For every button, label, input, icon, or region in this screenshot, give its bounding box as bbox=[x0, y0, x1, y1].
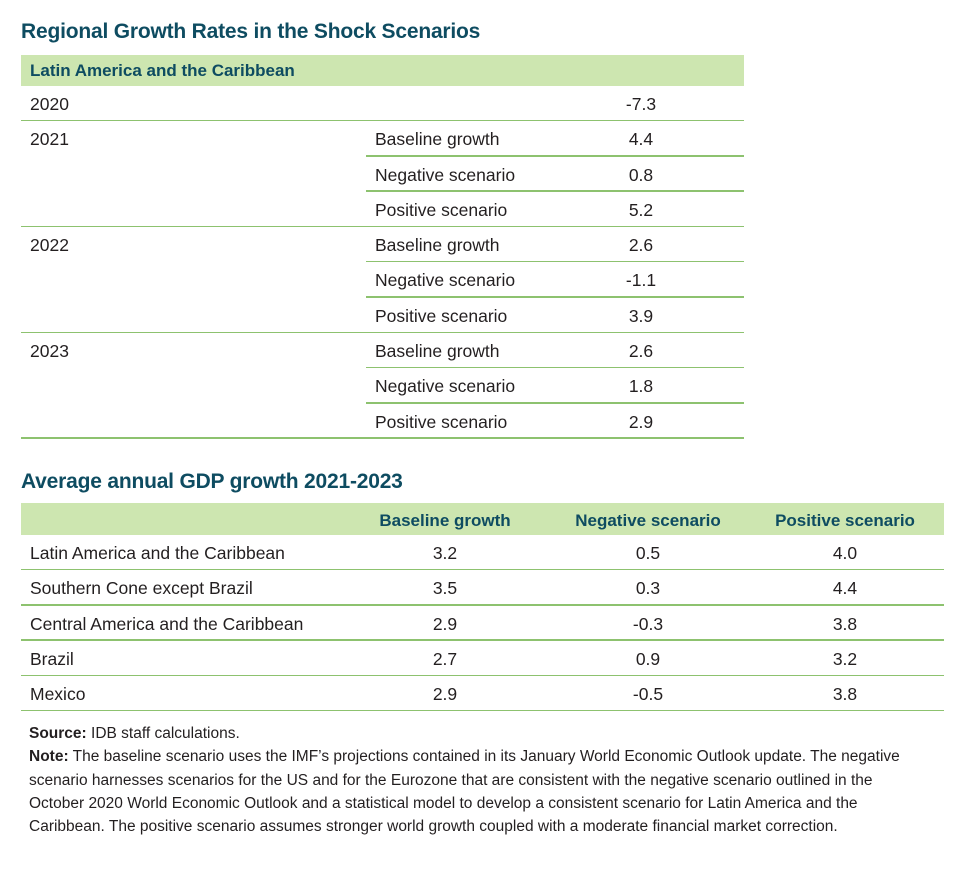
row-divider bbox=[21, 568, 944, 571]
value-cell: 1.8 bbox=[628, 376, 654, 397]
value-cell: 2.6 bbox=[628, 341, 654, 362]
baseline-cell: 2.9 bbox=[432, 684, 458, 705]
region-name-cell: Central America and the Caribbean bbox=[30, 613, 304, 634]
header-positive: Positive scenario bbox=[775, 511, 915, 530]
region-name-cell: Latin America and the Caribbean bbox=[30, 543, 285, 563]
row-divider bbox=[366, 402, 744, 404]
baseline-cell: 2.7 bbox=[432, 648, 458, 669]
value-cell: 5.2 bbox=[628, 199, 654, 220]
value-cell: -7.3 bbox=[625, 94, 657, 114]
header-negative: Negative scenario bbox=[575, 511, 721, 530]
row-divider bbox=[366, 260, 744, 263]
note-label: Note: bbox=[29, 748, 69, 766]
baseline-cell: 3.2 bbox=[432, 543, 458, 563]
scenario-cell: Negative scenario bbox=[375, 270, 516, 291]
row-divider bbox=[366, 155, 744, 157]
baseline-cell: 2.9 bbox=[432, 613, 458, 634]
table2-row: Mexico 2.9 -0.5 3.8 bbox=[21, 676, 944, 712]
table1-region-header: Latin America and the Caribbean bbox=[21, 55, 744, 86]
value-cell: -1.1 bbox=[625, 270, 657, 291]
table2-header-row: Baseline growth Negative scenario Positi… bbox=[21, 503, 944, 535]
negative-cell: -0.3 bbox=[632, 613, 664, 634]
gdp-growth-table: Baseline growth Negative scenario Positi… bbox=[21, 503, 944, 712]
value-cell: 0.8 bbox=[628, 164, 654, 185]
row-divider bbox=[21, 709, 944, 712]
table1-row: 2022 Baseline growth 2.6 bbox=[21, 227, 744, 263]
row-divider bbox=[366, 190, 744, 192]
note-text: The baseline scenario uses the IMF’s pro… bbox=[29, 748, 900, 836]
source-text: IDB staff calculations. bbox=[86, 725, 240, 742]
year-cell: 2020 bbox=[30, 94, 69, 114]
row-divider bbox=[21, 639, 944, 641]
table1-row: Positive scenario 3.9 bbox=[21, 298, 744, 334]
positive-cell: 3.2 bbox=[832, 648, 858, 669]
table2-row: Brazil 2.7 0.9 3.2 bbox=[21, 641, 944, 677]
table1-row: 2021 Baseline growth 4.4 bbox=[21, 121, 744, 157]
region-name-cell: Southern Cone except Brazil bbox=[30, 578, 253, 599]
table2-title: Average annual GDP growth 2021-2023 bbox=[21, 470, 403, 493]
source-label: Source: bbox=[29, 725, 87, 742]
positive-cell: 4.4 bbox=[832, 578, 858, 599]
region-name-cell: Brazil bbox=[30, 648, 74, 669]
scenario-cell: Baseline growth bbox=[375, 341, 500, 362]
region-name-cell: Mexico bbox=[30, 684, 86, 705]
value-cell: 2.6 bbox=[628, 235, 654, 256]
negative-cell: -0.5 bbox=[632, 684, 664, 705]
table2-row: Southern Cone except Brazil 3.5 0.3 4.4 bbox=[21, 570, 944, 606]
value-cell: 3.9 bbox=[628, 305, 654, 326]
table1-row: Positive scenario 2.9 bbox=[21, 404, 744, 439]
row-divider bbox=[21, 437, 744, 439]
scenario-cell: Negative scenario bbox=[375, 164, 516, 185]
year-cell: 2022 bbox=[30, 235, 69, 256]
scenario-cell: Baseline growth bbox=[375, 235, 500, 256]
positive-cell: 3.8 bbox=[832, 613, 858, 634]
notes-block: Source: IDB staff calculations. Note: Th… bbox=[29, 722, 929, 838]
row-divider bbox=[366, 296, 744, 298]
row-divider bbox=[21, 331, 744, 334]
positive-cell: 3.8 bbox=[832, 684, 858, 705]
regional-growth-table: Latin America and the Caribbean 2020 -7.3… bbox=[21, 55, 744, 439]
scenario-cell: Baseline growth bbox=[375, 129, 500, 150]
table1-title: Regional Growth Rates in the Shock Scena… bbox=[21, 20, 481, 43]
row-divider bbox=[21, 674, 944, 677]
table2-row: Latin America and the Caribbean 3.2 0.5 4.0 bbox=[21, 535, 944, 571]
value-cell: 2.9 bbox=[628, 411, 654, 432]
table1-row: Negative scenario -1.1 bbox=[21, 262, 744, 298]
row-divider bbox=[21, 119, 744, 122]
negative-cell: 0.3 bbox=[635, 578, 661, 599]
table2-row: Central America and the Caribbean 2.9 -0.3… bbox=[21, 606, 944, 641]
table1-row: 2020 -7.3 bbox=[21, 86, 744, 122]
source-note: Source: IDB staff calculations. bbox=[29, 722, 929, 745]
year-cell: 2021 bbox=[30, 129, 69, 150]
negative-cell: 0.5 bbox=[635, 543, 661, 563]
note-paragraph: Note: The baseline scenario uses the IMF… bbox=[29, 745, 929, 838]
scenario-cell: Positive scenario bbox=[375, 305, 508, 326]
scenario-cell: Negative scenario bbox=[375, 376, 516, 397]
baseline-cell: 3.5 bbox=[432, 578, 458, 599]
negative-cell: 0.9 bbox=[635, 648, 661, 669]
row-divider bbox=[21, 225, 744, 228]
table1-row: Positive scenario 5.2 bbox=[21, 192, 744, 228]
table1-row: 2023 Baseline growth 2.6 bbox=[21, 333, 744, 369]
row-divider bbox=[21, 604, 944, 606]
positive-cell: 4.0 bbox=[832, 543, 858, 563]
year-cell: 2023 bbox=[30, 341, 69, 362]
scenario-cell: Positive scenario bbox=[375, 411, 508, 432]
value-cell: 4.4 bbox=[628, 129, 654, 150]
table1-row: Negative scenario 0.8 bbox=[21, 157, 744, 192]
scenario-cell: Positive scenario bbox=[375, 199, 508, 220]
header-baseline: Baseline growth bbox=[379, 511, 511, 530]
table1-row: Negative scenario 1.8 bbox=[21, 368, 744, 404]
row-divider bbox=[366, 366, 744, 369]
